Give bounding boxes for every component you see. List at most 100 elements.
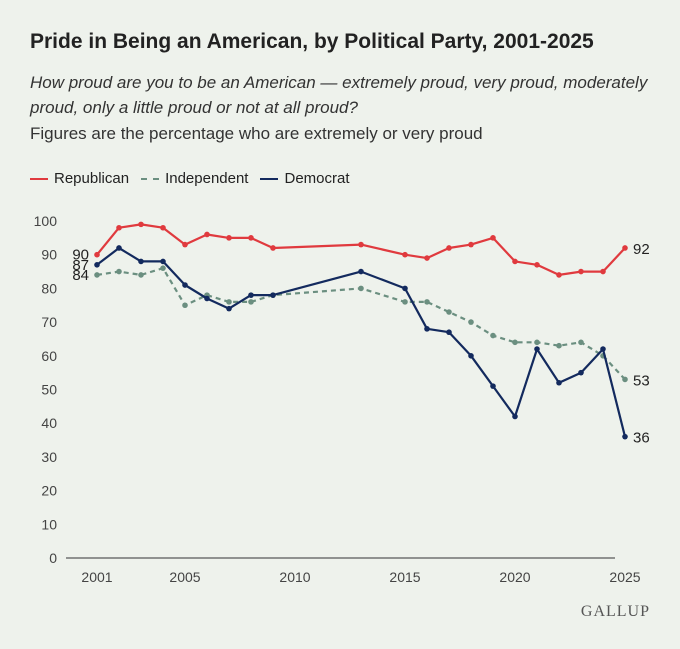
data-point-democrat — [402, 285, 408, 292]
data-point-independent — [116, 268, 122, 275]
data-point-democrat — [248, 292, 254, 298]
data-point-republican — [160, 224, 166, 231]
data-point-republican — [512, 258, 518, 265]
data-point-republican — [556, 272, 562, 278]
data-point-republican — [490, 235, 496, 241]
data-point-independent — [402, 299, 408, 305]
data-point-independent — [358, 285, 364, 292]
legend-label-independent: Independent — [165, 170, 249, 187]
x-tick-label: 2005 — [169, 569, 200, 585]
data-point-democrat — [424, 326, 430, 332]
chart-note: Figures are the percentage who are extre… — [30, 124, 483, 143]
legend-item-republican: Republican — [30, 170, 129, 187]
data-point-democrat — [116, 245, 122, 251]
data-point-republican — [600, 268, 606, 275]
end-label-republican: 92 — [633, 241, 650, 258]
legend-swatch-democrat — [260, 177, 279, 180]
data-point-democrat — [512, 413, 518, 420]
data-point-democrat — [226, 305, 232, 312]
data-point-republican — [204, 231, 210, 238]
end-label-independent: 53 — [633, 372, 650, 389]
end-label-democrat: 36 — [633, 430, 650, 447]
y-tick-label: 10 — [41, 516, 57, 532]
x-tick-label: 2010 — [279, 569, 310, 585]
data-point-independent — [226, 299, 232, 305]
data-point-independent — [534, 339, 540, 346]
gallup-logo: GALLUP — [580, 603, 650, 620]
y-tick-label: 100 — [34, 213, 58, 229]
data-point-democrat — [622, 433, 628, 440]
x-tick-label: 2020 — [499, 569, 530, 585]
data-point-democrat — [94, 262, 100, 268]
data-point-independent — [248, 299, 254, 305]
data-point-democrat — [468, 353, 474, 359]
data-point-republican — [94, 251, 100, 258]
data-point-democrat — [204, 295, 210, 302]
y-tick-label: 80 — [41, 280, 57, 296]
chart-subtitle: How proud are you to be an American — ex… — [30, 73, 648, 117]
legend-swatch-independent — [141, 177, 160, 180]
chart-legend: Republican Independent Democrat — [30, 170, 362, 187]
y-tick-label: 50 — [41, 382, 57, 398]
data-point-independent — [446, 309, 452, 315]
data-point-independent — [182, 302, 188, 309]
data-point-democrat — [138, 258, 144, 265]
data-point-republican — [358, 241, 364, 248]
legend-item-democrat: Democrat — [260, 170, 350, 187]
data-point-republican — [138, 221, 144, 228]
data-point-democrat — [556, 379, 562, 386]
legend-swatch-republican — [30, 177, 48, 180]
data-point-republican — [270, 245, 276, 251]
data-point-republican — [226, 235, 232, 241]
start-label-independent: 84 — [72, 267, 89, 284]
data-point-republican — [402, 251, 408, 258]
data-point-democrat — [446, 329, 452, 336]
data-point-independent — [138, 272, 144, 278]
data-point-independent — [490, 332, 496, 339]
data-point-democrat — [358, 268, 364, 275]
data-point-democrat — [600, 346, 606, 352]
y-tick-label: 40 — [41, 415, 57, 431]
data-point-republican — [424, 255, 430, 261]
series-line-democrat — [96, 246, 627, 437]
start-label-republican: 90 — [72, 247, 89, 264]
start-label-democrat: 87 — [72, 257, 89, 274]
data-point-independent — [94, 272, 100, 278]
data-point-democrat — [182, 282, 188, 288]
legend-label-republican: Republican — [54, 170, 130, 187]
legend-label-democrat: Democrat — [284, 170, 350, 187]
data-point-democrat — [578, 369, 584, 376]
data-point-democrat — [160, 258, 166, 265]
line-chart: 0 10 20 30 40 50 60 70 80 90 100 2001 2005 2010 2015 20… — [34, 213, 650, 585]
x-tick-label: 2001 — [81, 569, 112, 585]
legend-item-independent: Independent — [141, 170, 248, 187]
y-tick-label: 60 — [41, 348, 57, 364]
chart-title: Pride in Being an American, by Political… — [30, 30, 594, 53]
data-point-independent — [160, 265, 166, 271]
data-point-democrat — [534, 346, 540, 352]
y-tick-label: 30 — [41, 449, 57, 465]
series-line-republican — [96, 223, 626, 276]
data-point-independent — [556, 342, 562, 349]
x-tick-label: 2015 — [389, 569, 420, 585]
data-point-independent — [424, 299, 430, 305]
data-point-independent — [468, 319, 474, 325]
y-tick-label: 20 — [41, 483, 57, 499]
data-point-republican — [182, 241, 188, 248]
data-point-independent — [578, 339, 584, 346]
data-point-republican — [248, 235, 254, 241]
data-point-democrat — [270, 292, 276, 298]
y-tick-label: 90 — [41, 247, 57, 263]
x-tick-label: 2025 — [609, 569, 640, 585]
y-tick-label: 0 — [49, 550, 57, 566]
data-point-democrat — [490, 383, 496, 389]
data-point-republican — [534, 262, 540, 268]
data-point-republican — [468, 241, 474, 248]
data-point-republican — [116, 224, 122, 231]
data-point-republican — [622, 245, 628, 251]
data-point-republican — [446, 245, 452, 251]
y-tick-label: 70 — [41, 314, 57, 330]
data-point-independent — [512, 339, 518, 346]
data-point-republican — [578, 268, 584, 275]
data-point-independent — [622, 376, 628, 383]
